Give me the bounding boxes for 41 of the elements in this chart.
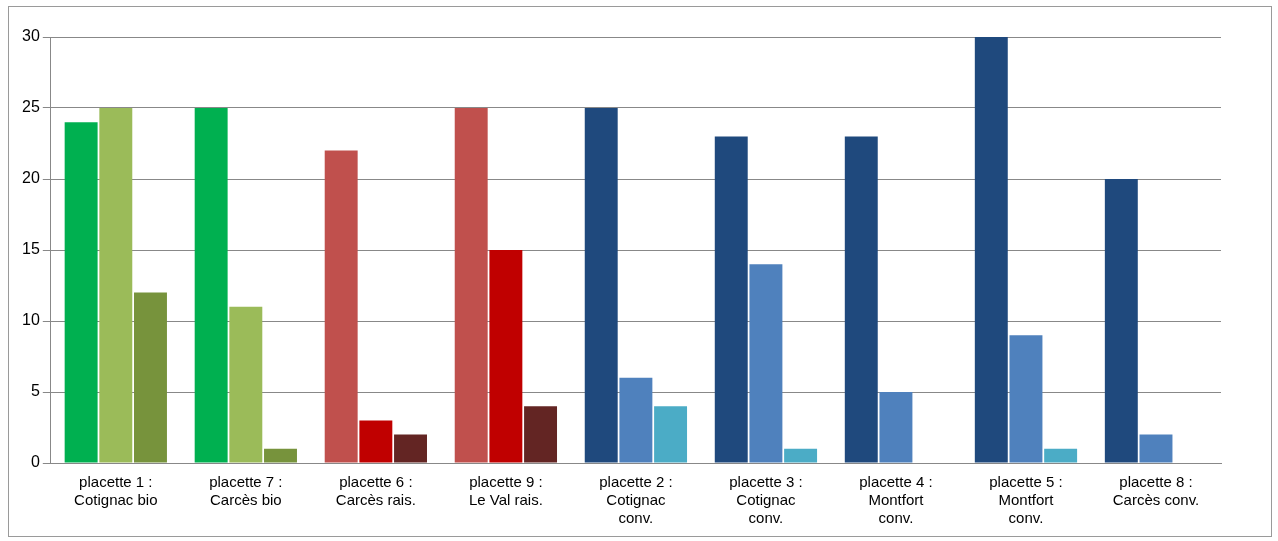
bar	[749, 264, 783, 463]
x-tick-label: placette 7 : Carcès bio	[209, 473, 283, 509]
y-tick-label: 30	[22, 27, 40, 45]
bar	[359, 420, 393, 463]
x-tick-label: placette 5 : Montfort conv.	[989, 473, 1063, 527]
bar	[454, 108, 488, 463]
bar	[1139, 434, 1173, 463]
x-tick-label: placette 2 : Cotignac conv.	[599, 473, 673, 527]
bar	[714, 136, 748, 463]
bar	[974, 37, 1008, 463]
bar	[134, 292, 167, 463]
y-tick-label: 0	[30, 453, 40, 471]
bar	[619, 377, 653, 463]
x-tick-label: placette 3 : Cotignac conv.	[729, 473, 803, 527]
x-tick-label: placette 4 : Montfort conv.	[859, 473, 933, 527]
x-tick-label: placette 8 : Carcès conv.	[1112, 473, 1200, 509]
bar	[264, 448, 297, 463]
bar	[1044, 448, 1078, 463]
bar	[654, 406, 688, 463]
bar	[844, 136, 878, 463]
bar	[784, 448, 818, 463]
y-tick-label: 25	[22, 98, 40, 116]
bar	[194, 108, 228, 463]
bar	[584, 108, 618, 463]
bar	[99, 108, 133, 463]
bar	[1104, 179, 1138, 463]
bar	[324, 150, 358, 463]
bar	[879, 392, 913, 463]
bar	[524, 406, 558, 463]
x-tick-label: placette 9 : Le Val rais.	[468, 473, 543, 509]
bar	[1009, 335, 1043, 463]
bar	[489, 250, 523, 463]
y-tick-label: 20	[22, 169, 40, 187]
y-tick-label: 5	[30, 382, 40, 400]
bar	[394, 434, 427, 463]
y-tick-label: 10	[22, 311, 40, 329]
x-tick-label: placette 6 : Carcès rais.	[335, 473, 416, 509]
bar	[64, 122, 98, 463]
x-tick-label: placette 1 : Cotignac bio	[74, 473, 158, 509]
y-tick-label: 15	[22, 240, 40, 258]
bar	[229, 306, 263, 463]
